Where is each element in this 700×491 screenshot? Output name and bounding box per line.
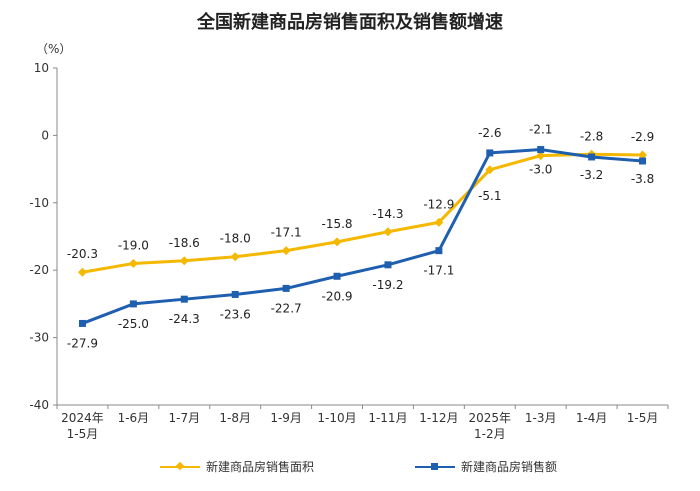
data-label-area: -3.0 [529, 163, 552, 177]
data-label-amount: -20.9 [322, 289, 353, 303]
data-point-area [179, 256, 189, 266]
y-axis-unit: （%） [36, 42, 72, 56]
legend-item-amount: 新建商品房销售额 [415, 458, 557, 475]
data-point-amount [588, 153, 596, 161]
data-label-amount: -2.6 [478, 126, 501, 140]
x-tick-label: 1-8月 [219, 411, 251, 425]
x-tick-label: 1-3月 [525, 411, 557, 425]
x-tick-label: 1-11月 [368, 411, 407, 425]
data-label-area: -2.9 [631, 130, 654, 144]
x-tick-label: 1-10月 [317, 411, 356, 425]
series-line-area [82, 152, 643, 274]
data-point-amount [282, 284, 290, 292]
data-label-amount: -22.7 [271, 301, 302, 315]
data-label-amount: -2.1 [529, 123, 552, 137]
data-label-area: -18.6 [169, 236, 200, 250]
data-point-amount [333, 272, 341, 280]
data-point-amount [639, 157, 647, 165]
data-label-area: -20.3 [67, 247, 98, 261]
data-label-area: -18.0 [220, 232, 251, 246]
x-tick-label: 1-6月 [118, 411, 150, 425]
data-label-amount: -19.2 [372, 278, 403, 292]
data-point-amount [78, 319, 86, 327]
y-tick-label: -10 [29, 196, 49, 210]
x-tick-label: 1-12月 [419, 411, 458, 425]
y-tick-label: -30 [29, 331, 49, 345]
data-label-amount: -25.0 [118, 317, 149, 331]
data-label-area: -14.3 [372, 207, 403, 221]
data-point-area [434, 217, 444, 227]
legend-item-area: 新建商品房销售面积 [160, 458, 314, 475]
data-point-area [638, 150, 648, 160]
data-point-amount [129, 300, 137, 308]
x-tick-label: 2024年 1-5月 [61, 411, 104, 441]
x-tick-label: 1-7月 [168, 411, 200, 425]
chart-title: 全国新建商品房销售面积及销售额增速 [197, 12, 503, 33]
legend-label-amount: 新建商品房销售额 [461, 460, 558, 474]
data-point-area [485, 165, 495, 175]
data-point-amount [537, 146, 545, 154]
x-tick-label: 1-5月 [627, 411, 659, 425]
legend-swatch-area [160, 461, 200, 473]
x-tick-label: 1-9月 [270, 411, 302, 425]
data-label-area: -5.1 [478, 189, 501, 203]
data-label-amount: -27.9 [67, 336, 98, 350]
y-tick-label: 0 [41, 128, 49, 142]
y-tick-label: -40 [29, 398, 49, 412]
data-point-amount [180, 295, 188, 303]
series-line-amount [81, 148, 643, 325]
data-label-area: -12.9 [423, 197, 454, 211]
data-label-area: -2.8 [580, 129, 603, 143]
data-point-area [281, 246, 291, 256]
data-point-area [77, 267, 87, 277]
data-label-amount: -17.1 [423, 264, 454, 278]
data-point-area [383, 227, 393, 237]
data-point-area [332, 237, 342, 247]
data-point-amount [435, 247, 443, 255]
data-label-amount: -23.6 [220, 307, 251, 321]
data-point-area [536, 151, 546, 161]
x-tick-label: 1-4月 [576, 411, 608, 425]
x-tick-label: 2025年 1-2月 [469, 411, 512, 441]
legend-swatch-amount [415, 461, 455, 473]
data-point-area [128, 258, 138, 268]
data-label-amount: -3.8 [631, 172, 654, 186]
data-point-amount [486, 149, 494, 157]
data-label-area: -17.1 [271, 226, 302, 240]
data-point-amount [384, 261, 392, 269]
data-label-amount: -24.3 [169, 312, 200, 326]
data-label-area: -15.8 [322, 217, 353, 231]
data-label-area: -19.0 [118, 238, 149, 252]
y-tick-label: 10 [34, 61, 49, 75]
data-point-amount [231, 290, 239, 298]
y-tick-label: -20 [29, 263, 49, 277]
legend-label-area: 新建商品房销售面积 [206, 460, 315, 474]
data-label-amount: -3.2 [580, 168, 603, 182]
data-point-area [230, 252, 240, 262]
